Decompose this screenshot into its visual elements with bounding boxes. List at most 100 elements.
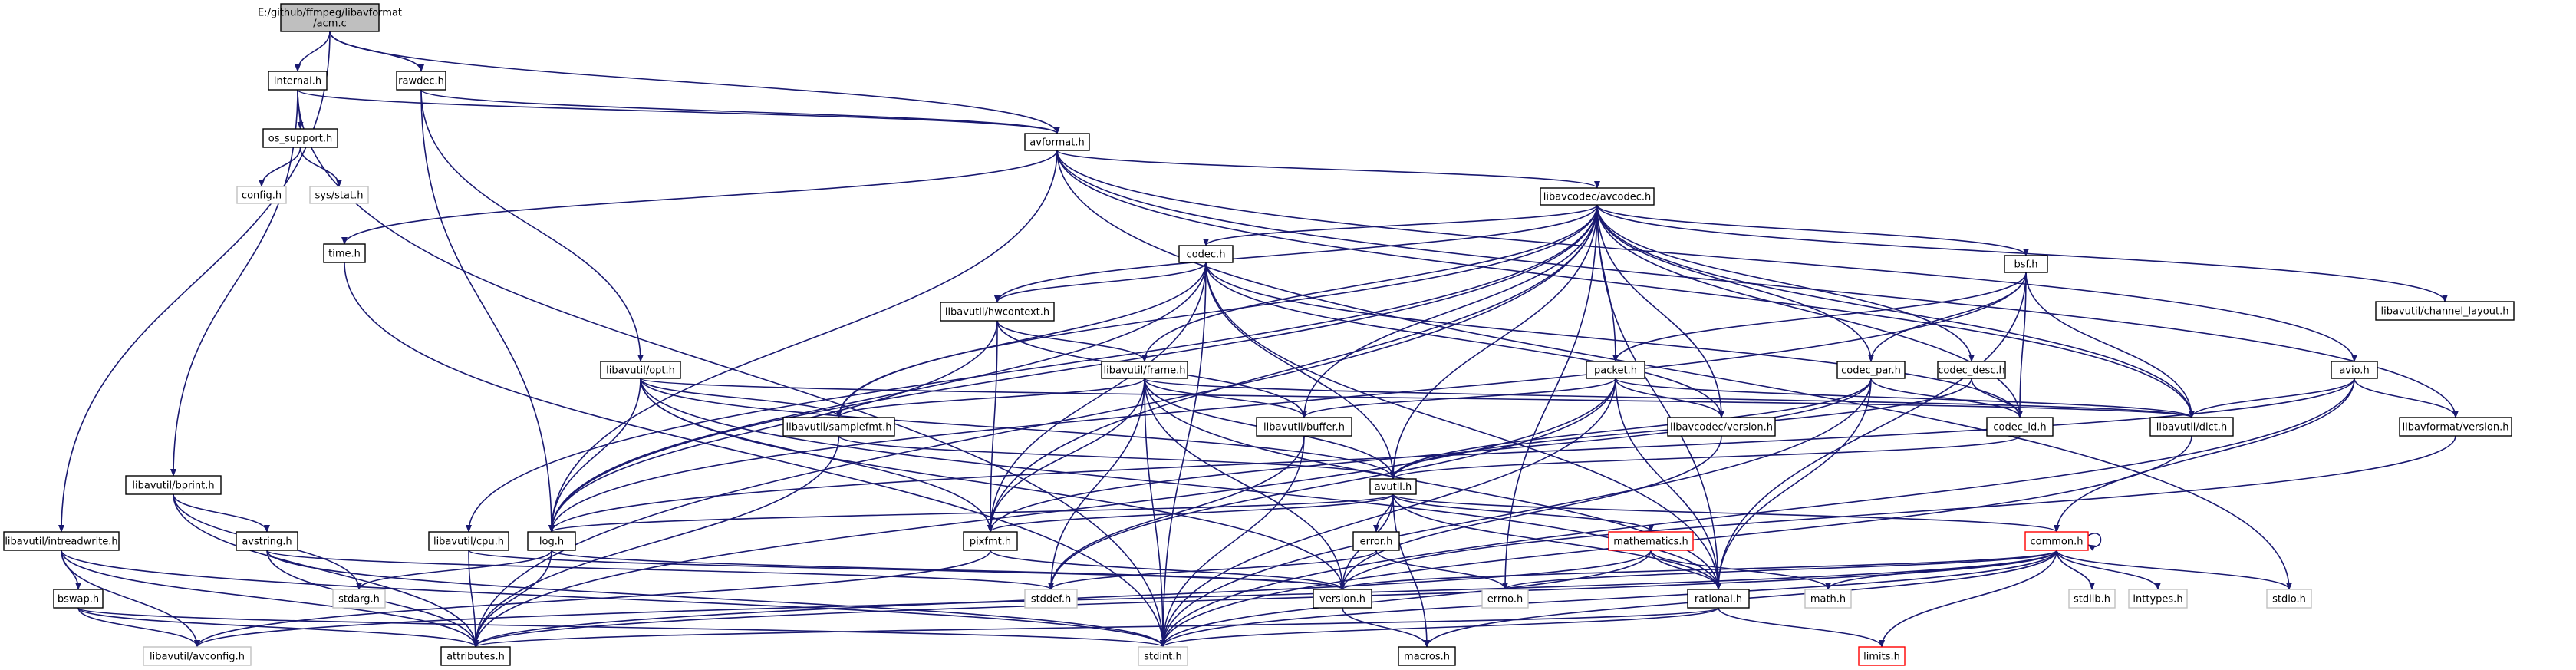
node-label-root: E:/github/ffmpeg/libavformat/acm.c [258, 8, 402, 30]
edge-samplefmt-to-attributes [473, 435, 840, 648]
node-box-error [1352, 531, 1400, 551]
edge-avcodec-to-attributes [473, 204, 1598, 648]
node-macros[interactable]: macros.h [1398, 646, 1456, 666]
node-box-codec_par [1836, 361, 1906, 379]
node-error[interactable]: error.h [1352, 531, 1400, 551]
node-box-avstring [236, 531, 298, 551]
edge-hwcontext-to-log [548, 320, 998, 533]
node-bprint[interactable]: libavutil/bprint.h [125, 475, 222, 495]
node-bswap[interactable]: bswap.h [53, 589, 104, 609]
edge-avcodec-to-log [548, 204, 1598, 533]
node-buffer[interactable]: libavutil/buffer.h [1256, 417, 1352, 437]
node-box-bsf [2004, 255, 2048, 273]
nodes-layer: E:/github/ffmpeg/libavformat/acm.c intern… [3, 3, 2515, 666]
node-pixfmt[interactable]: pixfmt.h [963, 531, 1018, 551]
node-box-attributes [440, 646, 511, 666]
edge-avcodec-to-pixfmt [987, 204, 1598, 533]
node-box-os_support [262, 128, 338, 148]
edge-avio-to-avfversion [2354, 378, 2459, 418]
node-box-frame [1101, 361, 1188, 379]
node-attributes[interactable]: attributes.h [440, 646, 511, 666]
edge-codec_id-to-avutil [1390, 435, 2021, 480]
edge-rawdec-to-log [420, 89, 555, 533]
node-avconfig: libavutil/avconfig.h [143, 646, 252, 666]
edge-bsf-to-packet [1612, 272, 2027, 362]
node-common[interactable]: common.h [2024, 531, 2089, 551]
node-avio[interactable]: avio.h [2331, 361, 2378, 379]
node-codec_desc[interactable]: codec_desc.h [1937, 361, 2006, 379]
node-box-avcversion [1667, 417, 1776, 437]
node-box-avcodec [1540, 187, 1655, 206]
node-avutil[interactable]: avutil.h [1369, 478, 1417, 495]
node-box-bprint [125, 475, 222, 495]
node-config: config.h [236, 186, 287, 204]
node-codec[interactable]: codec.h [1178, 245, 1234, 263]
edge-codec-to-rational [1205, 262, 1721, 590]
node-version[interactable]: version.h [1313, 589, 1372, 609]
node-hwcontext[interactable]: libavutil/hwcontext.h [940, 302, 1055, 322]
edge-opt-to-samplefmt [640, 378, 842, 418]
node-box-buffer [1256, 417, 1352, 437]
node-avformat[interactable]: avformat.h [1024, 133, 1090, 151]
node-label-rawdec: rawdec.h [398, 76, 444, 87]
node-mathematics[interactable]: mathematics.h [1608, 531, 1694, 551]
node-box-errno [1481, 589, 1529, 609]
node-label-stddef: stddef.h [1031, 594, 1071, 606]
edge-error-to-errno [1375, 550, 1508, 590]
node-time[interactable]: time.h [323, 243, 366, 263]
edge-bswap-to-attributes [77, 607, 479, 648]
edge-packet-to-stdint [1160, 378, 1616, 648]
node-label-inttypes: inttypes.h [2133, 594, 2182, 606]
edge-avutil-to-macros [1392, 493, 1430, 648]
edge-common-to-inttypes [2056, 550, 2161, 590]
node-dict[interactable]: libavutil/dict.h [2149, 417, 2234, 437]
edge-common-to-stdint [1160, 550, 2057, 648]
node-avcversion[interactable]: libavcodec/version.h [1667, 417, 1776, 437]
node-codec_par[interactable]: codec_par.h [1836, 361, 1906, 379]
node-avstring[interactable]: avstring.h [236, 531, 298, 551]
node-stdio: stdio.h [2266, 589, 2312, 609]
node-label-packet: packet.h [1594, 365, 1637, 377]
node-stdarg: stdarg.h [332, 589, 386, 609]
node-samplefmt[interactable]: libavutil/samplefmt.h [782, 417, 895, 437]
node-box-pixfmt [963, 531, 1018, 551]
edge-log-to-version [551, 550, 1346, 590]
edge-avcodec-to-cpu [466, 204, 1598, 533]
node-chlayout[interactable]: libavutil/channel_layout.h [2375, 301, 2515, 321]
node-box-common [2024, 531, 2089, 551]
edge-opt-to-rational [640, 378, 1721, 590]
node-stdlib: stdlib.h [2068, 589, 2116, 609]
node-box-stdio [2266, 589, 2312, 609]
node-intreadwrite[interactable]: libavutil/intreadwrite.h [3, 531, 120, 551]
node-avcodec[interactable]: libavcodec/avcodec.h [1540, 187, 1655, 206]
edge-hwcontext-to-frame [996, 320, 1148, 362]
node-opt[interactable]: libavutil/opt.h [600, 361, 681, 379]
node-os_support[interactable]: os_support.h [262, 128, 338, 148]
node-bsf[interactable]: bsf.h [2004, 255, 2048, 273]
node-label-codec_id: codec_id.h [1993, 422, 2046, 434]
node-rawdec[interactable]: rawdec.h [396, 71, 446, 91]
node-frame[interactable]: libavutil/frame.h [1101, 361, 1188, 379]
node-packet[interactable]: packet.h [1586, 361, 1645, 379]
node-box-intreadwrite [3, 531, 120, 551]
node-avfversion[interactable]: libavformat/version.h [2399, 417, 2512, 437]
node-internal[interactable]: internal.h [268, 71, 328, 91]
node-limits[interactable]: limits.h [1858, 646, 1906, 666]
node-log[interactable]: log.h [527, 531, 576, 551]
node-codec_id[interactable]: codec_id.h [1986, 417, 2054, 437]
node-label-config: config.h [242, 190, 282, 202]
node-stdint: stdint.h [1138, 646, 1188, 666]
node-box-log [527, 531, 576, 551]
edge-avformat-to-stdio [1056, 150, 2292, 590]
node-box-dict [2149, 417, 2234, 437]
node-label-avstring: avstring.h [242, 536, 292, 548]
node-label-stdlib: stdlib.h [2074, 594, 2110, 606]
node-box-root [280, 3, 380, 32]
edge-packet-to-buffer [1301, 378, 1616, 418]
edge-avcodec-to-codec_par [1596, 204, 1874, 362]
node-cpu[interactable]: libavutil/cpu.h [428, 531, 509, 551]
node-rational[interactable]: rational.h [1687, 589, 1750, 609]
node-root[interactable]: E:/github/ffmpeg/libavformat/acm.c [258, 3, 402, 32]
edge-avio-to-stdint [1160, 378, 2355, 648]
edge-bsf-to-codec_par [1868, 272, 2027, 362]
